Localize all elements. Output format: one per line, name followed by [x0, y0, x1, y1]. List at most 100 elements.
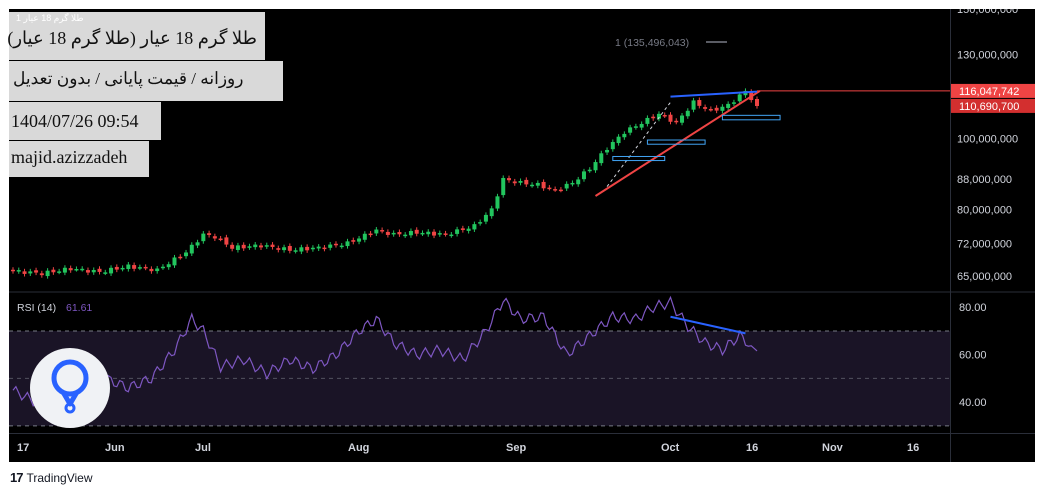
candle-body	[212, 236, 217, 239]
candle-body	[374, 229, 379, 234]
candle-body	[622, 133, 627, 138]
candle-body	[708, 108, 713, 111]
candle-body	[524, 179, 529, 185]
candle-body	[651, 116, 656, 119]
rsi-tick: 40.00	[959, 397, 987, 409]
time-tick: Nov	[822, 442, 844, 454]
candle-body	[178, 256, 183, 259]
candle-body	[437, 233, 442, 235]
time-tick: Sep	[506, 442, 526, 454]
chart-datetime: 1404/07/26 09:54	[11, 111, 139, 131]
candle-body	[432, 231, 437, 236]
brand-label: TradingView	[26, 470, 93, 485]
candle-body	[455, 229, 460, 234]
candle-body	[385, 231, 390, 235]
candle-body	[581, 171, 586, 180]
candle-body	[172, 257, 177, 266]
candle-body	[483, 214, 488, 222]
candle-body	[518, 181, 523, 183]
candle-body	[34, 270, 39, 273]
candle-body	[680, 115, 685, 123]
chart-author: majid.azizzadeh	[11, 147, 128, 167]
candle-body	[697, 100, 702, 106]
time-tick: Aug	[348, 442, 369, 454]
support-trendline	[594, 90, 761, 197]
candle-body	[322, 247, 327, 250]
candle-body	[264, 245, 269, 247]
rsi-title: RSI (14)	[17, 302, 56, 314]
resistance-trendline	[670, 90, 758, 98]
time-tick: 16	[907, 442, 919, 454]
zone-box	[612, 155, 666, 162]
candle-body	[195, 242, 200, 246]
candle-body	[449, 234, 454, 237]
candle-body	[16, 270, 21, 272]
rsi-tick: 80.00	[959, 302, 987, 314]
candle-body	[656, 113, 661, 119]
candle-body	[230, 244, 235, 249]
zone-box	[721, 114, 781, 121]
candle-body	[328, 244, 333, 248]
candle-body	[587, 169, 592, 172]
candle-body	[80, 268, 85, 271]
watermark-logo	[30, 348, 110, 428]
candle-body	[662, 115, 667, 117]
candle-body	[305, 246, 310, 251]
candle-body	[731, 102, 736, 104]
price-badge-top	[951, 83, 1035, 98]
footer: 17 TradingView	[10, 470, 93, 485]
candle-body	[241, 244, 246, 249]
candle-body	[68, 268, 73, 271]
candle-body	[184, 252, 189, 257]
price-badge-bottom-label: 110,690,700	[959, 101, 1019, 113]
candle-body	[126, 264, 131, 270]
candle-body	[714, 107, 719, 111]
candle-body	[357, 238, 362, 242]
candle-body	[397, 232, 402, 235]
candle-body	[645, 117, 650, 124]
candle-body	[512, 181, 517, 184]
candle-body	[207, 233, 212, 235]
chart-svg[interactable]: 1 (135,496,043) 150,000,000 130,000,000 100…	[9, 9, 1035, 462]
candle-body	[114, 266, 119, 270]
candle-body	[489, 208, 494, 217]
candle-body	[443, 233, 448, 235]
candle-body	[674, 120, 679, 123]
candle-body	[362, 233, 367, 240]
rsi-value: 61.61	[66, 302, 92, 314]
candle-body	[109, 267, 114, 274]
candle-body	[166, 264, 171, 268]
chart-title: طلا گرم 18 عیار (طلا گرم 18 عیار)	[7, 28, 257, 48]
candle-body	[149, 268, 154, 272]
candle-body	[143, 266, 148, 269]
candle-body	[253, 244, 258, 248]
candle-body	[155, 268, 160, 272]
candle-body	[62, 267, 67, 273]
candle-body	[547, 187, 552, 190]
candle-body	[85, 270, 90, 273]
candle-body	[259, 245, 263, 248]
candle-body	[403, 234, 408, 237]
candle-body	[426, 231, 431, 235]
candle-body	[310, 247, 315, 250]
candle-body	[270, 244, 275, 247]
candle-body	[189, 244, 194, 254]
candle-body	[316, 246, 321, 249]
symbol-small: طلا گرم 18 عیار 1	[16, 13, 84, 23]
time-tick: Oct	[661, 442, 680, 454]
pin-icon	[51, 359, 89, 414]
time-tick: 16	[746, 442, 758, 454]
candle-body	[720, 106, 725, 111]
series-legend: 1 (135,496,043)	[615, 37, 689, 49]
candle-body	[472, 224, 477, 230]
candle-body	[247, 246, 252, 248]
candle-body	[11, 269, 15, 272]
price-tick: 80,000,000	[957, 205, 1012, 217]
candle-body	[224, 237, 229, 245]
candle-body	[616, 136, 621, 144]
candle-body	[299, 247, 304, 252]
candle-body	[218, 238, 223, 241]
candle-body	[282, 247, 287, 251]
author-box: majid.azizzadeh	[9, 141, 149, 177]
candle-body	[478, 222, 483, 224]
